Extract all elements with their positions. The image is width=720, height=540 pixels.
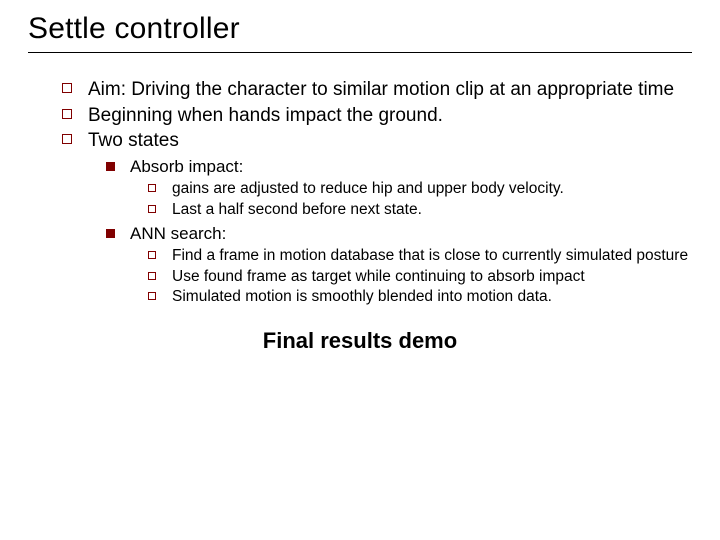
l1-item-two-states-label: Two states xyxy=(88,130,179,151)
l1-item-aim: Aim: Driving the character to similar mo… xyxy=(28,77,692,103)
l3-item-ann-a: Find a frame in motion database that is … xyxy=(130,246,692,267)
l3-item-ann-b: Use found frame as target while continui… xyxy=(130,267,692,288)
l3-item-absorb-b: Last a half second before next state. xyxy=(130,200,692,221)
slide: Settle controller Aim: Driving the chara… xyxy=(0,0,720,540)
l2-item-ann-label: ANN search: xyxy=(130,224,226,243)
final-results-demo: Final results demo xyxy=(28,328,692,354)
l2-item-absorb: Absorb impact: gains are adjusted to red… xyxy=(88,156,692,221)
l2-item-ann: ANN search: Find a frame in motion datab… xyxy=(88,223,692,309)
l1-item-two-states: Two states Absorb impact: gains are adju… xyxy=(28,128,692,308)
level1-list: Aim: Driving the character to similar mo… xyxy=(28,77,692,308)
l2-item-absorb-label: Absorb impact: xyxy=(130,157,243,176)
level3-list-ann: Find a frame in motion database that is … xyxy=(130,246,692,309)
title-rule xyxy=(28,52,692,53)
slide-title: Settle controller xyxy=(28,12,692,46)
l3-item-ann-c: Simulated motion is smoothly blended int… xyxy=(130,287,692,308)
level3-list-absorb: gains are adjusted to reduce hip and upp… xyxy=(130,179,692,221)
l1-item-beginning: Beginning when hands impact the ground. xyxy=(28,103,692,129)
l3-item-absorb-a: gains are adjusted to reduce hip and upp… xyxy=(130,179,692,200)
level2-list: Absorb impact: gains are adjusted to red… xyxy=(88,156,692,308)
